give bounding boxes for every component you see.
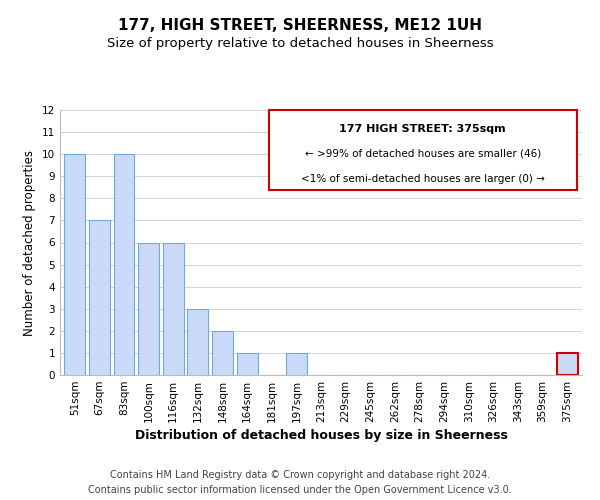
Bar (163, 242, 184, 375)
Text: 177, HIGH STREET, SHEERNESS, ME12 1UH: 177, HIGH STREET, SHEERNESS, ME12 1UH (118, 18, 482, 32)
Bar (212, 331, 233, 375)
Bar (286, 353, 307, 375)
Bar (64, 154, 85, 375)
Text: Size of property relative to detached houses in Sheerness: Size of property relative to detached ho… (107, 38, 493, 51)
Bar (187, 308, 208, 375)
Bar (138, 242, 159, 375)
Text: Contains public sector information licensed under the Open Government Licence v3: Contains public sector information licen… (88, 485, 512, 495)
Bar (557, 353, 578, 375)
Bar (236, 353, 257, 375)
Y-axis label: Number of detached properties: Number of detached properties (23, 150, 37, 336)
Text: Contains HM Land Registry data © Crown copyright and database right 2024.: Contains HM Land Registry data © Crown c… (110, 470, 490, 480)
X-axis label: Distribution of detached houses by size in Sheerness: Distribution of detached houses by size … (134, 429, 508, 442)
Bar (113, 154, 134, 375)
Bar (89, 220, 110, 375)
